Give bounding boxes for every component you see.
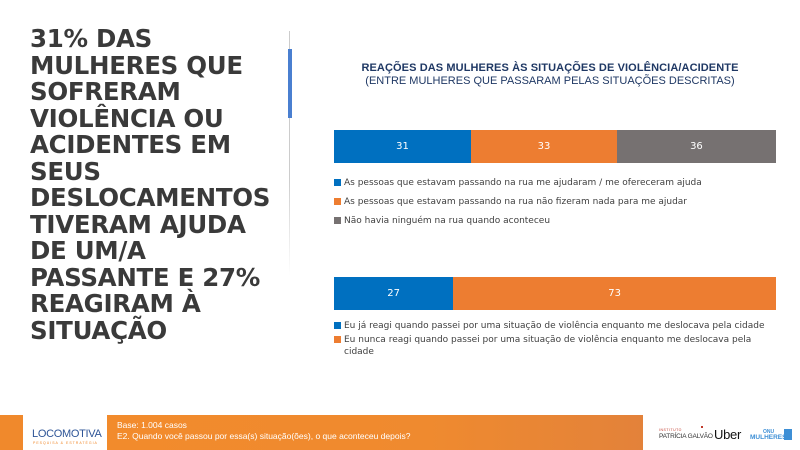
legend-label: Não havia ninguém na rua quando acontece… — [344, 216, 551, 226]
legend-reacted: Eu já reagi quando passei por uma situaç… — [334, 320, 774, 360]
footer-base: Base: 1.004 casos — [117, 420, 187, 430]
ipg-logo-dot — [701, 426, 703, 428]
legend-label: As pessoas que estavam passando na rua m… — [344, 178, 702, 188]
legend-item: Não havia ninguém na rua quando acontece… — [334, 215, 774, 227]
footer-left-band — [0, 415, 23, 450]
divider-line — [289, 31, 290, 276]
legend-label: Eu nunca reagi quando passei por uma sit… — [344, 335, 752, 357]
footer-band: Base: 1.004 casos E2. Quando você passou… — [107, 415, 643, 450]
legend-item: Eu nunca reagi quando passei por uma sit… — [334, 334, 774, 358]
onu-logo-top: ONU — [763, 429, 775, 435]
headline: 31% DAS MULHERES QUE SOFRERAM VIOLÊNCIA … — [30, 24, 271, 345]
divider-accent — [288, 49, 292, 118]
onu-icon — [784, 429, 792, 440]
onu-mulheres-logo: MULHERES — [750, 434, 787, 441]
legend-item: As pessoas que estavam passando na rua n… — [334, 196, 774, 208]
stacked-bar-reacted: 27 73 — [334, 277, 776, 310]
legend-swatch — [334, 217, 341, 224]
bar-segment: 27 — [334, 277, 454, 310]
uber-logo: Uber — [714, 427, 741, 442]
footer-question: E2. Quando você passou por essa(s) situa… — [117, 431, 411, 441]
logo-text: LOCOMOTIVA — [32, 428, 102, 440]
legend-swatch — [334, 198, 341, 205]
data-label: 33 — [537, 141, 551, 152]
chart-subtitle: (ENTRE MULHERES QUE PASSARAM PELAS SITUA… — [365, 75, 735, 87]
legend-item: As pessoas que estavam passando na rua m… — [334, 177, 774, 189]
legend-item: Eu já reagi quando passei por uma situaç… — [334, 320, 774, 332]
bar-segment: 31 — [334, 130, 472, 163]
legend-reactions: As pessoas que estavam passando na rua m… — [334, 177, 774, 234]
ipg-logo-small: INSTITUTO — [659, 428, 682, 432]
bar-segment: 33 — [471, 130, 617, 163]
data-label: 73 — [608, 288, 622, 299]
legend-swatch — [334, 179, 341, 186]
chart-title: REAÇÕES DAS MULHERES ÀS SITUAÇÕES DE VIO… — [361, 62, 739, 74]
data-label: 36 — [690, 141, 703, 152]
stacked-bar-reactions: 31 33 36 — [334, 130, 776, 163]
locomotiva-logo: LOCOMOTIVA PESQUISA & ESTRATÉGIA — [23, 415, 107, 450]
bar-segment: 73 — [453, 277, 776, 310]
legend-swatch — [334, 336, 341, 343]
legend-label: As pessoas que estavam passando na rua n… — [344, 197, 688, 207]
ipg-logo: PATRÍCIA GALVÃO — [659, 433, 713, 440]
logo-tagline: PESQUISA & ESTRATÉGIA — [33, 441, 98, 445]
data-label: 31 — [396, 141, 409, 152]
partner-logos: INSTITUTO PATRÍCIA GALVÃO Uber ONU MULHE… — [643, 415, 800, 450]
data-label: 27 — [387, 288, 401, 299]
legend-swatch — [334, 322, 341, 329]
legend-label: Eu já reagi quando passei por uma situaç… — [344, 321, 765, 331]
bar-segment: 36 — [616, 130, 776, 163]
